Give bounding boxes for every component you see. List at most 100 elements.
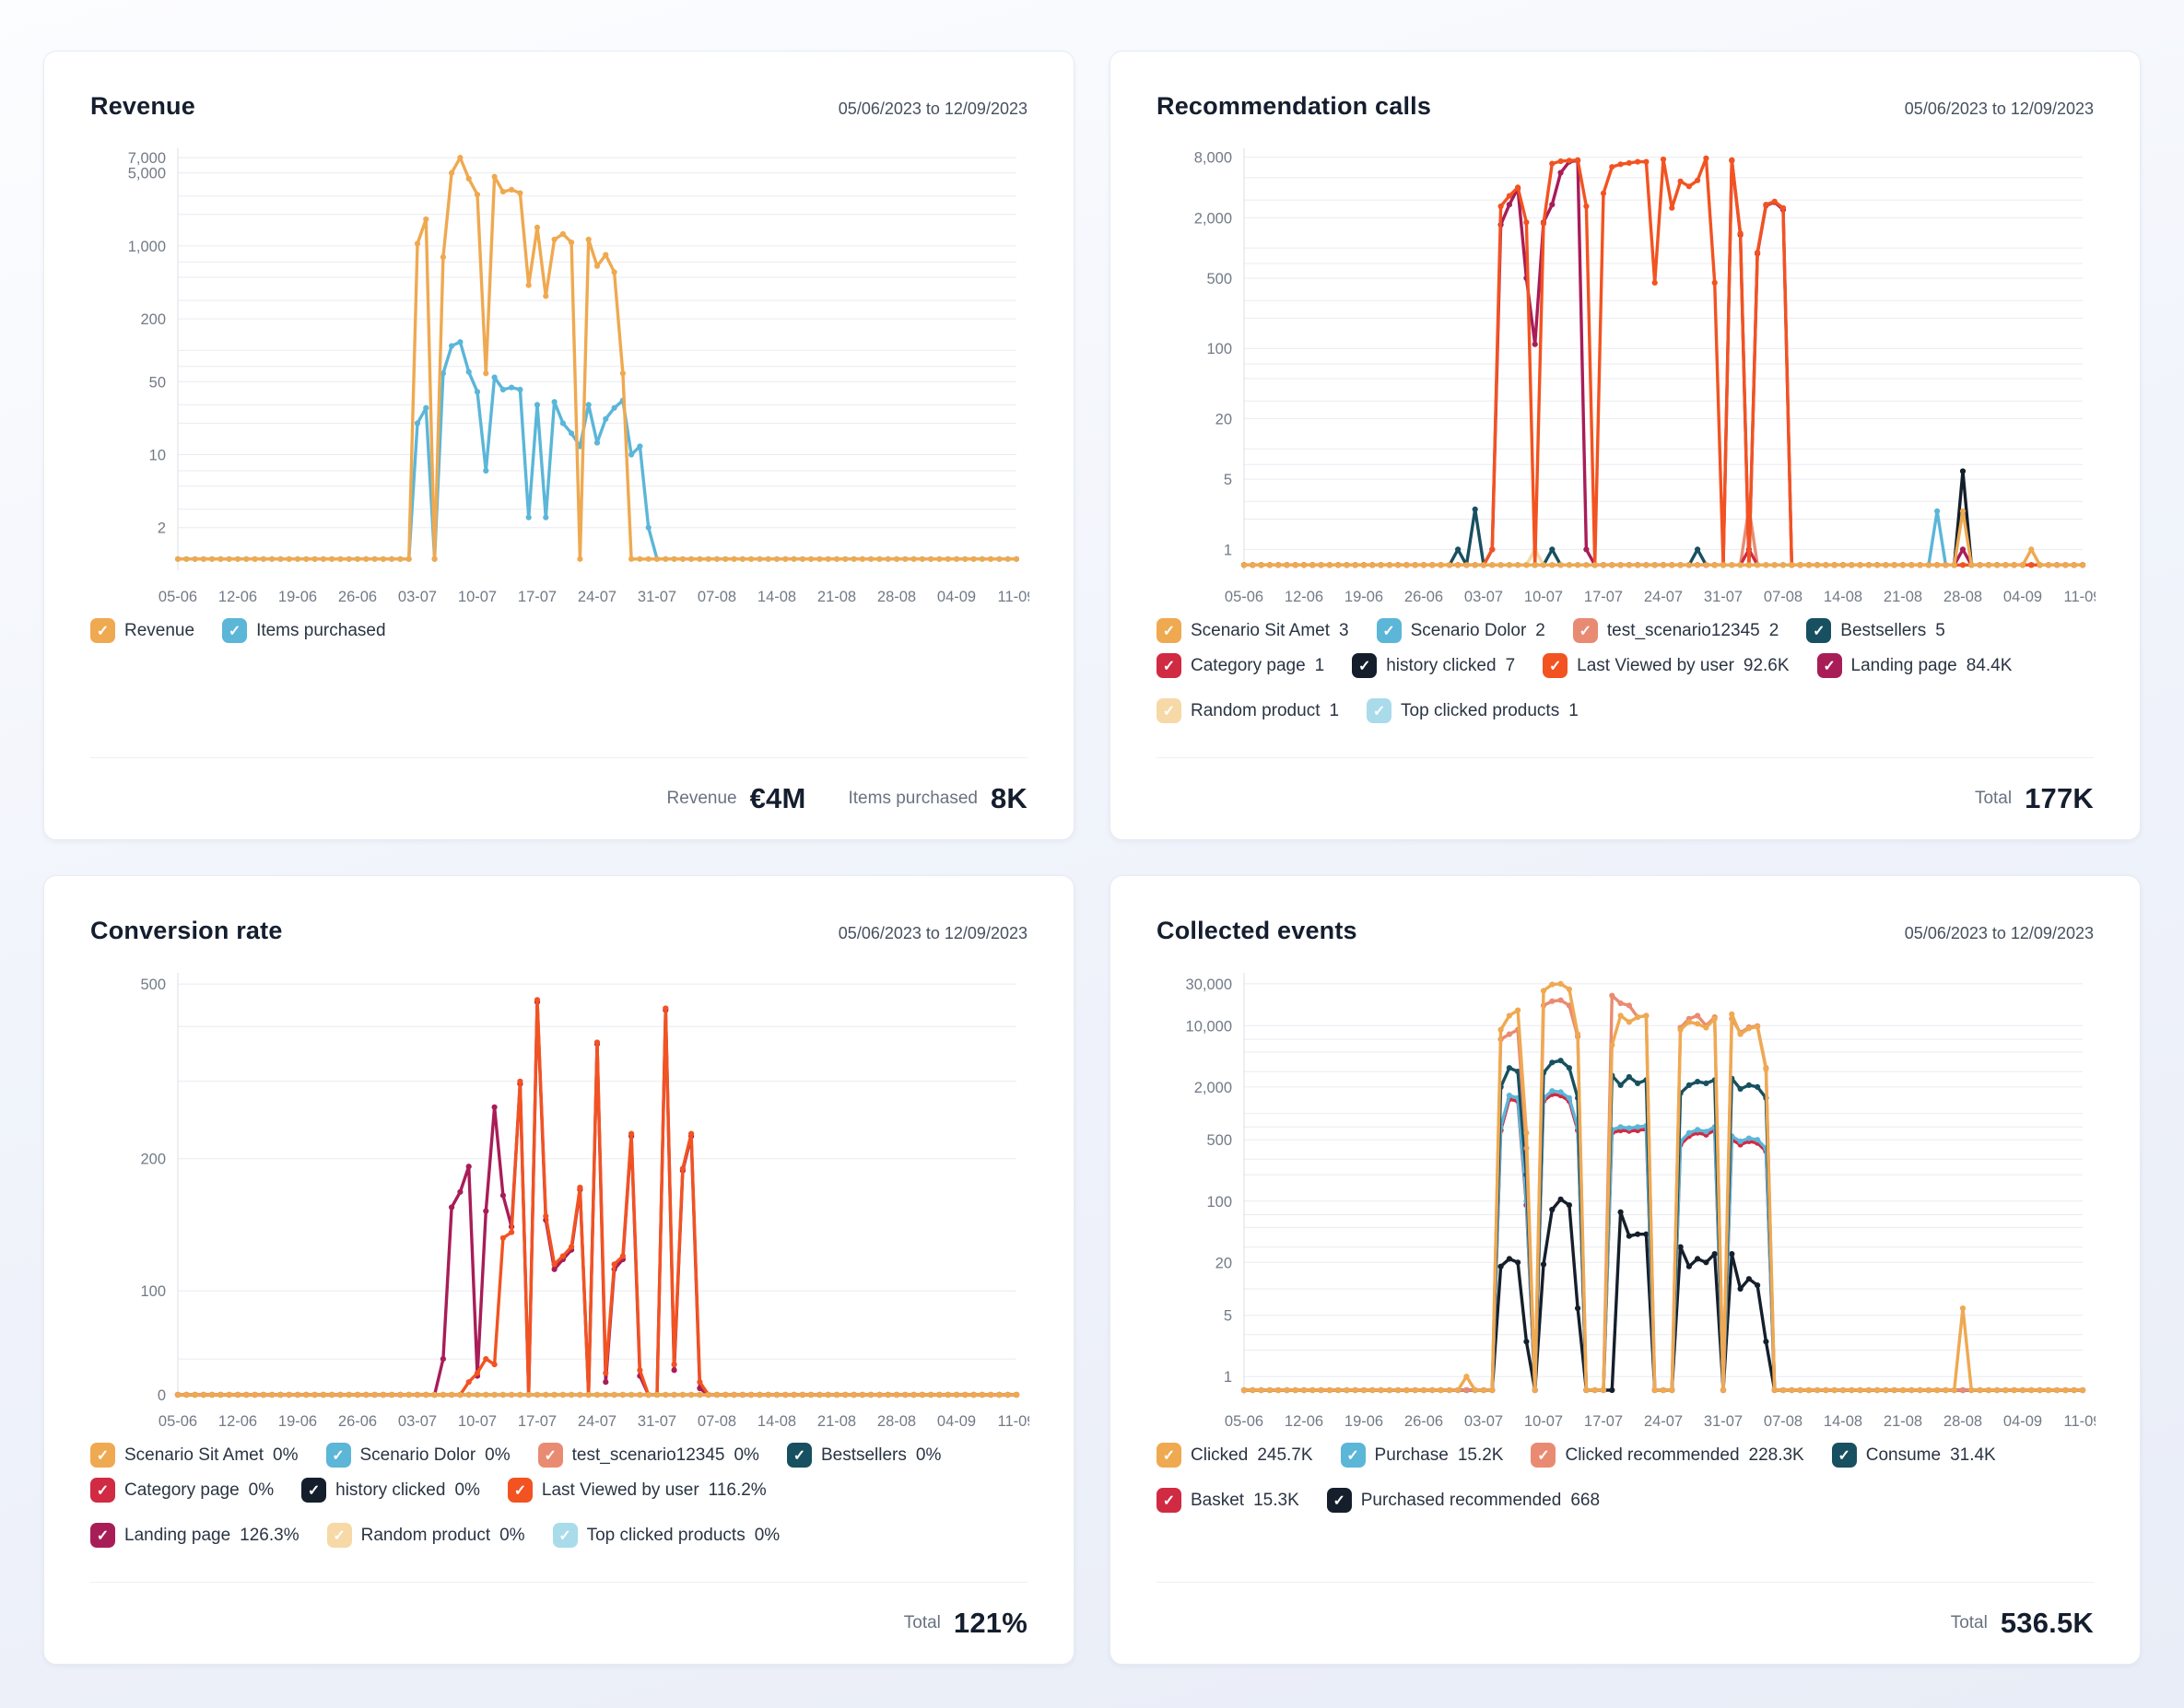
legend-item[interactable]: ✓ Bestsellers 0%: [786, 1443, 942, 1468]
svg-text:03-07: 03-07: [1464, 1413, 1503, 1430]
svg-text:05-06: 05-06: [1225, 589, 1263, 605]
checkbox-checked-icon[interactable]: ✓: [90, 618, 115, 643]
legend-item[interactable]: ✓ Landing page 84.4K: [1816, 653, 2013, 678]
svg-text:07-08: 07-08: [698, 1413, 736, 1430]
svg-text:11-09: 11-09: [2064, 589, 2096, 605]
legend-item[interactable]: ✓ test_scenario12345 0%: [537, 1443, 759, 1468]
legend-item[interactable]: ✓ Bestsellers 5: [1806, 618, 1945, 643]
legend-label: history clicked: [1386, 655, 1497, 675]
checkbox-checked-icon[interactable]: ✓: [1352, 653, 1378, 678]
revenue-legend: ✓ Revenue ✓ Items purchased: [90, 618, 1027, 643]
checkbox-checked-icon[interactable]: ✓: [507, 1478, 533, 1503]
legend-value: 84.4K: [1966, 655, 2013, 675]
checkbox-checked-icon[interactable]: ✓: [325, 1443, 351, 1468]
checkbox-checked-icon[interactable]: ✓: [1367, 698, 1392, 723]
svg-text:500: 500: [1206, 1132, 1232, 1149]
svg-text:31-07: 31-07: [1704, 1413, 1743, 1430]
checkbox-checked-icon[interactable]: ✓: [1157, 618, 1181, 643]
checkbox-checked-icon[interactable]: ✓: [90, 1478, 115, 1503]
legend-item[interactable]: ✓ Landing page 126.3%: [90, 1523, 299, 1548]
legend-item[interactable]: ✓ Clicked recommended 228.3K: [1531, 1443, 1804, 1468]
checkbox-checked-icon[interactable]: ✓: [1157, 1443, 1181, 1468]
svg-text:05-06: 05-06: [159, 589, 197, 605]
footer-metric-value: 121%: [953, 1607, 1027, 1639]
date-range: 05/06/2023 to 12/09/2023: [1904, 99, 2094, 118]
legend-item[interactable]: ✓ Random product 0%: [326, 1523, 525, 1548]
svg-text:10,000: 10,000: [1186, 1018, 1232, 1035]
legend-label: Clicked: [1191, 1445, 1249, 1465]
checkbox-checked-icon[interactable]: ✓: [326, 1523, 352, 1548]
checkbox-checked-icon[interactable]: ✓: [1543, 653, 1568, 678]
legend-label: Random product: [1191, 700, 1321, 720]
legend-label: Basket: [1191, 1490, 1245, 1510]
legend-value: 0%: [754, 1525, 781, 1545]
legend-item[interactable]: ✓ Consume 31.4K: [1831, 1443, 1996, 1468]
svg-text:21-08: 21-08: [817, 1413, 856, 1430]
svg-text:19-06: 19-06: [278, 1413, 317, 1430]
date-range: 05/06/2023 to 12/09/2023: [838, 924, 1027, 942]
checkbox-checked-icon[interactable]: ✓: [1831, 1443, 1857, 1468]
revenue-card: Revenue 05/06/2023 to 12/09/2023 7,000 5,…: [43, 51, 1074, 840]
legend-item[interactable]: ✓ Scenario Dolor 2: [1376, 618, 1545, 643]
legend-item[interactable]: ✓ Scenario Sit Amet 3: [1157, 618, 1349, 643]
footer-metric-label: Total: [903, 1613, 941, 1632]
footer-metric: Total 536.5K: [1951, 1607, 2094, 1640]
svg-text:24-07: 24-07: [578, 1413, 616, 1430]
legend-item[interactable]: ✓ Scenario Dolor 0%: [325, 1443, 511, 1468]
checkbox-checked-icon[interactable]: ✓: [1806, 618, 1832, 643]
checkbox-checked-icon[interactable]: ✓: [90, 1523, 115, 1548]
checkbox-checked-icon[interactable]: ✓: [1157, 1488, 1181, 1513]
svg-text:100: 100: [140, 1283, 166, 1300]
legend-item[interactable]: ✓ test_scenario12345 2: [1572, 618, 1779, 643]
legend-item[interactable]: ✓ Purchase 15.2K: [1340, 1443, 1504, 1468]
legend-item[interactable]: ✓ Random product 1: [1157, 698, 1339, 723]
svg-text:17-07: 17-07: [518, 589, 557, 605]
legend-item[interactable]: ✓ Scenario Sit Amet 0%: [90, 1443, 299, 1468]
legend-item[interactable]: ✓ Top clicked products 1: [1367, 698, 1579, 723]
legend-value: 0%: [915, 1445, 942, 1465]
checkbox-checked-icon[interactable]: ✓: [1157, 698, 1181, 723]
legend-label: Category page: [124, 1480, 240, 1500]
checkbox-checked-icon[interactable]: ✓: [1572, 618, 1598, 643]
legend-value: 0%: [454, 1480, 480, 1500]
checkbox-checked-icon[interactable]: ✓: [552, 1523, 578, 1548]
checkbox-checked-icon[interactable]: ✓: [1326, 1488, 1352, 1513]
legend-item[interactable]: ✓ Top clicked products 0%: [552, 1523, 781, 1548]
checkbox-checked-icon[interactable]: ✓: [301, 1478, 327, 1503]
checkbox-checked-icon[interactable]: ✓: [786, 1443, 812, 1468]
svg-text:5,000: 5,000: [128, 166, 166, 182]
svg-text:20: 20: [1215, 411, 1232, 427]
legend-item[interactable]: ✓ Last Viewed by user 116.2%: [507, 1478, 767, 1503]
legend-item[interactable]: ✓ Items purchased: [222, 618, 386, 643]
legend-item[interactable]: ✓ history clicked 7: [1352, 653, 1515, 678]
legend-item[interactable]: ✓ Revenue: [90, 618, 194, 643]
legend-item[interactable]: ✓ Category page 1: [1157, 653, 1324, 678]
legend-value: 15.2K: [1457, 1445, 1504, 1465]
svg-text:03-07: 03-07: [398, 589, 437, 605]
legend-label: test_scenario12345: [1606, 620, 1760, 640]
collected-events-chart: 30,000 10,000 2,000 500 100 20 5 1 05-06 12-06 19-…: [1186, 973, 2096, 1430]
checkbox-checked-icon[interactable]: ✓: [537, 1443, 563, 1468]
legend-item[interactable]: ✓ history clicked 0%: [301, 1478, 480, 1503]
checkbox-checked-icon[interactable]: ✓: [1340, 1443, 1366, 1468]
checkbox-checked-icon[interactable]: ✓: [1376, 618, 1402, 643]
card-title: Recommendation calls: [1157, 92, 1432, 120]
legend-item[interactable]: ✓ Basket 15.3K: [1157, 1488, 1299, 1513]
checkbox-checked-icon[interactable]: ✓: [90, 1443, 115, 1468]
checkbox-checked-icon[interactable]: ✓: [1531, 1443, 1556, 1468]
svg-text:10-07: 10-07: [1524, 589, 1563, 605]
checkbox-checked-icon[interactable]: ✓: [1157, 653, 1181, 678]
checkbox-checked-icon[interactable]: ✓: [1816, 653, 1842, 678]
legend-label: Scenario Sit Amet: [124, 1445, 264, 1465]
legend-label: Clicked recommended: [1565, 1445, 1740, 1465]
legend-item[interactable]: ✓ Category page 0%: [90, 1478, 274, 1503]
conversion-rate-legend: ✓ Scenario Sit Amet 0% ✓ Scenario Dolor 0% ✓ te…: [90, 1443, 1027, 1548]
legend-item[interactable]: ✓ Purchased recommended 668: [1326, 1488, 1600, 1513]
svg-text:10-07: 10-07: [458, 1413, 497, 1430]
card-title: Revenue: [90, 92, 195, 120]
legend-item[interactable]: ✓ Clicked 245.7K: [1157, 1443, 1313, 1468]
legend-value: 0%: [734, 1445, 759, 1465]
legend-item[interactable]: ✓ Last Viewed by user 92.6K: [1543, 653, 1790, 678]
svg-text:12-06: 12-06: [218, 589, 257, 605]
checkbox-checked-icon[interactable]: ✓: [222, 618, 248, 643]
